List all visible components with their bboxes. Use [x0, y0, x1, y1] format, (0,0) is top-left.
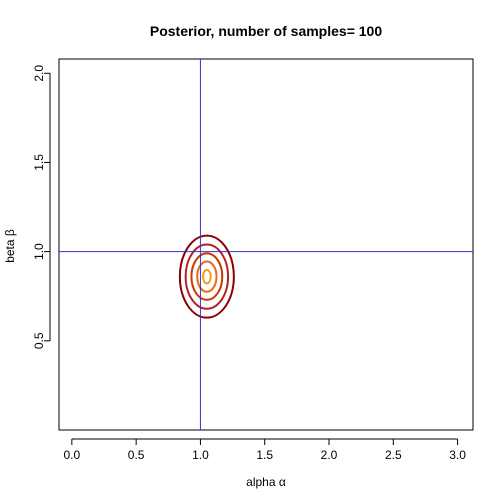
contour-level-1 [178, 234, 235, 319]
contour-level-2 [184, 243, 230, 310]
x-tick-label: 1.5 [256, 448, 273, 462]
x-tick-label: 0.5 [128, 448, 145, 462]
y-tick-label: 1.5 [32, 154, 46, 171]
y-tick-label: 1.0 [32, 243, 46, 260]
y-tick-label: 2.0 [32, 65, 46, 82]
x-tick-label: 1.0 [192, 448, 209, 462]
chart-title: Posterior, number of samples= 100 [150, 23, 382, 39]
y-axis-label: beta β [3, 229, 17, 263]
x-tick-label: 2.5 [385, 448, 402, 462]
x-axis-label: alpha α [246, 475, 286, 489]
plot-frame [58, 58, 474, 431]
x-tick-label: 3.0 [449, 448, 466, 462]
x-tick-label: 0.0 [64, 448, 81, 462]
contour-level-3 [190, 252, 224, 301]
contour-level-4 [196, 260, 218, 293]
x-tick-label: 2.0 [321, 448, 338, 462]
y-tick-label: 0.5 [32, 332, 46, 349]
contour-level-5 [202, 268, 212, 285]
